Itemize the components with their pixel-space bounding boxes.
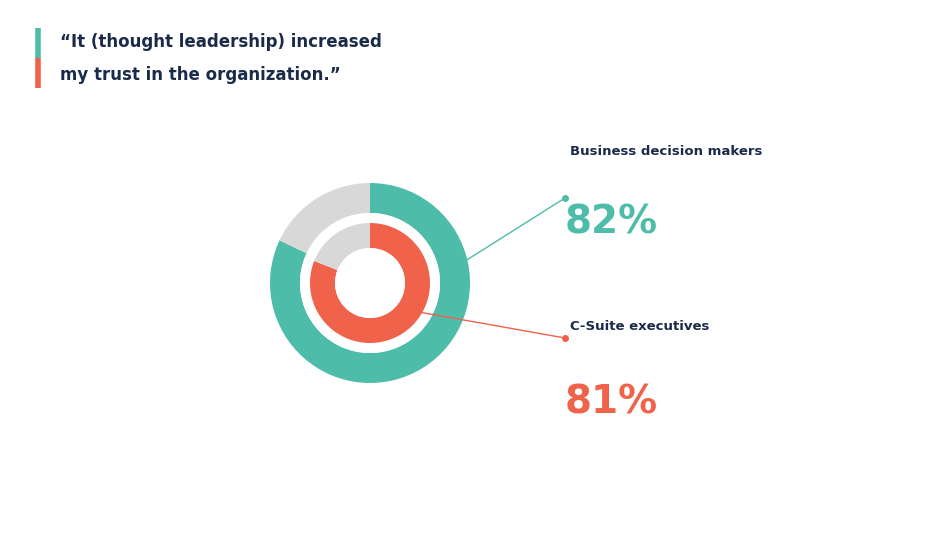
Wedge shape [335,248,405,318]
Wedge shape [315,223,370,270]
Text: 81%: 81% [565,383,658,421]
Text: C-Suite executives: C-Suite executives [570,320,709,333]
Wedge shape [300,213,440,353]
Text: my trust in the organization.”: my trust in the organization.” [60,66,341,84]
Text: 82%: 82% [565,203,658,241]
Wedge shape [270,183,470,383]
Text: Business decision makers: Business decision makers [570,145,762,158]
Text: “It (thought leadership) increased: “It (thought leadership) increased [60,33,382,51]
Wedge shape [280,183,370,253]
Wedge shape [310,223,430,343]
